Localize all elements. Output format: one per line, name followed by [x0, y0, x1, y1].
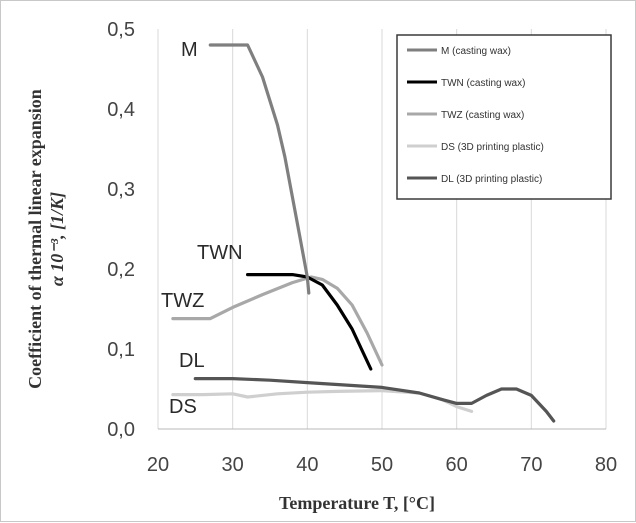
x-axis-title: Temperature T, [°C]	[279, 493, 435, 513]
legend-label: DS (3D printing plastic)	[441, 142, 544, 153]
y-axis-title-line1: Coefficient of thermal linear expansion	[25, 89, 45, 389]
y-tick-label: 0,3	[107, 179, 135, 201]
legend-items: M (casting wax) TWN (casting wax) TWZ (cas…	[407, 46, 544, 185]
y-tick-label: 0,1	[107, 339, 135, 361]
curve-label-twz: TWZ	[161, 290, 204, 312]
x-tick-label: 40	[296, 454, 318, 476]
series-line-m	[208, 43, 311, 295]
curve-label-dl: DL	[179, 350, 205, 372]
x-tick-labels: 20 30 40 50 60 70 80	[147, 454, 617, 476]
legend-label: DL (3D printing plastic)	[441, 174, 542, 185]
x-tick-label: 30	[222, 454, 244, 476]
legend: M (casting wax) TWN (casting wax) TWZ (cas…	[396, 34, 612, 200]
x-tick-label: 70	[520, 454, 542, 476]
y-tick-labels: 0,0 0,1 0,2 0,3 0,4 0,5	[107, 19, 135, 441]
series-lines	[171, 43, 556, 423]
curve-labels: M TWN TWZ DS DL	[161, 39, 243, 418]
y-tick-label: 0,5	[107, 19, 135, 41]
series-line-twz	[171, 275, 384, 367]
legend-label: M (casting wax)	[441, 46, 511, 57]
series-line-dl	[193, 377, 556, 423]
legend-label: TWZ (casting wax)	[441, 110, 524, 121]
y-tick-label: 0,2	[107, 259, 135, 281]
x-tick-label: 20	[147, 454, 169, 476]
curve-label-twn: TWN	[197, 242, 243, 264]
x-tick-label: 50	[371, 454, 393, 476]
series-line-twn	[246, 273, 373, 371]
x-tick-label: 80	[595, 454, 617, 476]
curve-label-m: M	[181, 39, 198, 61]
y-tick-label: 0,0	[107, 419, 135, 441]
y-tick-label: 0,4	[107, 99, 135, 121]
legend-label: TWN (casting wax)	[441, 78, 525, 89]
curve-label-ds: DS	[169, 396, 197, 418]
legend-box	[396, 34, 612, 200]
y-axis-title-line2: α 10⁻³, [1/K]	[47, 192, 67, 286]
x-tick-label: 60	[446, 454, 468, 476]
